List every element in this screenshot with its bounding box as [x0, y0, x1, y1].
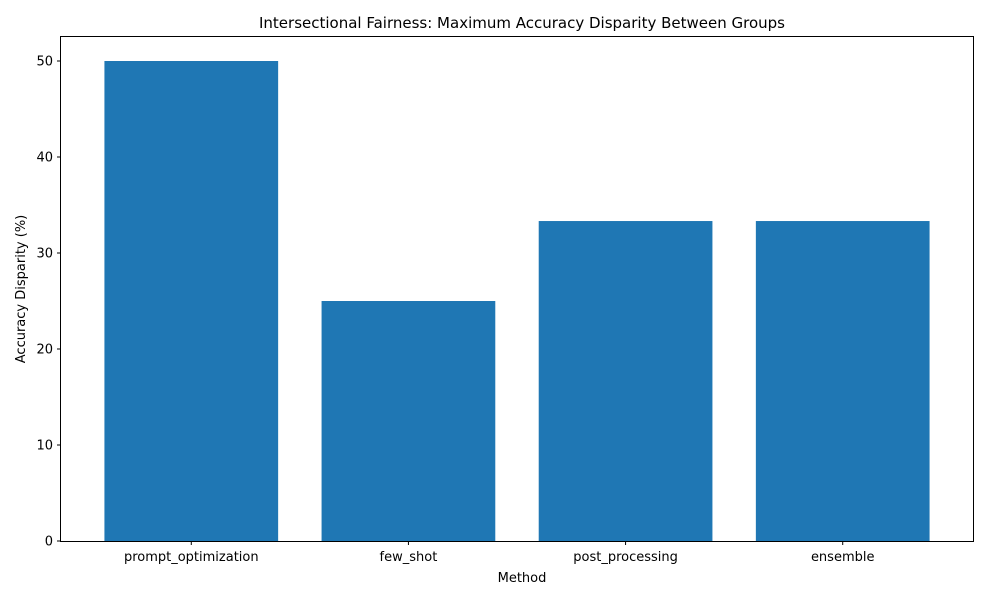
- x-tick-label: post_processing: [573, 550, 678, 565]
- y-tick-label: 50: [36, 55, 53, 70]
- bar-ensemble: [755, 221, 930, 542]
- y-axis: 0 10 20 30 40 50: [36, 55, 61, 550]
- y-tick-label: 20: [36, 343, 53, 358]
- bar-post-processing: [538, 221, 713, 542]
- y-tick-label: 0: [45, 535, 53, 550]
- y-tick-label: 10: [36, 439, 53, 454]
- bar-prompt-optimization: [104, 61, 279, 541]
- bar-few-shot: [321, 301, 496, 541]
- y-axis-label: Accuracy Disparity (%): [14, 215, 29, 363]
- bars-layer: [104, 61, 930, 542]
- x-tick-label: prompt_optimization: [124, 550, 259, 565]
- plot-frame: [60, 36, 974, 542]
- x-tick-label: ensemble: [811, 550, 875, 565]
- chart-title: Intersectional Fairness: Maximum Accurac…: [259, 14, 785, 32]
- x-tick-label: few_shot: [380, 550, 438, 565]
- x-axis: prompt_optimization few_shot post_processi…: [124, 541, 875, 565]
- y-tick-label: 30: [36, 247, 53, 262]
- x-axis-label: Method: [498, 571, 547, 586]
- y-tick-label: 40: [36, 151, 53, 166]
